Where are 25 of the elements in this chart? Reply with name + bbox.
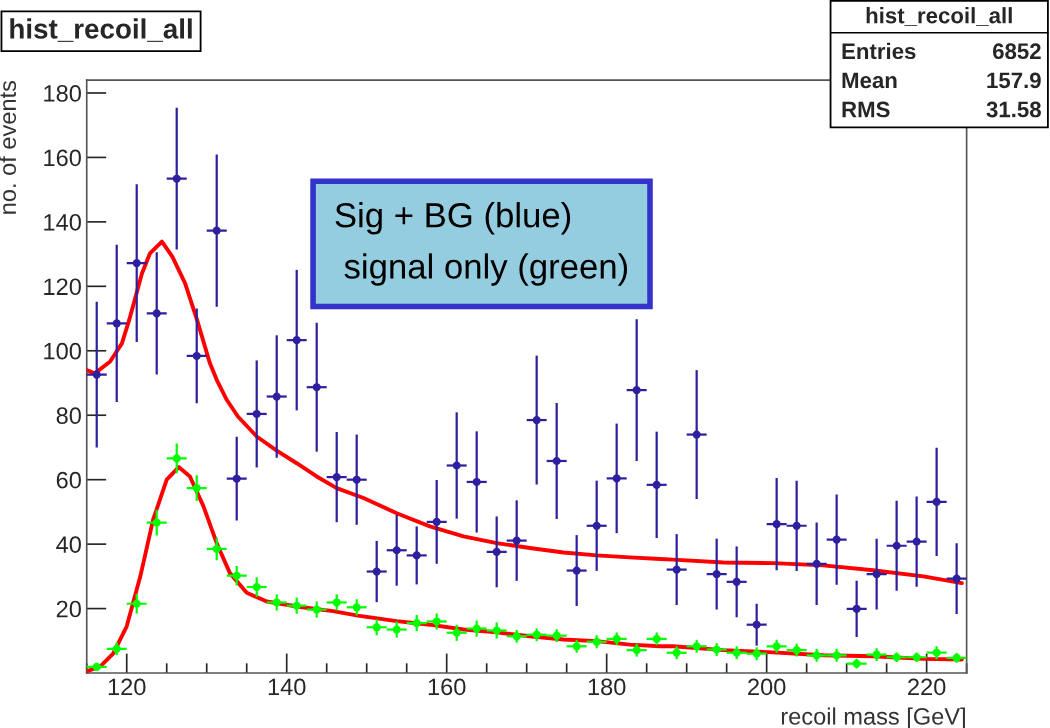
y-tick-label: 100 — [44, 342, 81, 360]
x-tick-label: 220 — [908, 678, 946, 696]
y-tick-label: 80 — [56, 407, 81, 425]
text: 157.9 — [987, 72, 1041, 89]
y-tick-label: 120 — [44, 278, 81, 296]
annotation: RMS — [842, 101, 890, 118]
chart-title: hist_recoil_all — [10, 18, 192, 42]
annotation: signal only (green) — [344, 253, 628, 286]
y-tick-label: 160 — [44, 149, 81, 167]
text: Entries — [842, 42, 916, 60]
y-tick-label: 180 — [44, 85, 81, 102]
text: 6852 — [992, 43, 1041, 60]
x-tick-label: 120 — [108, 678, 146, 696]
x-tick-label: 200 — [748, 678, 786, 696]
y-tick-label: 20 — [56, 600, 81, 618]
text: 31.58 — [986, 101, 1041, 118]
x-tick-label: 160 — [428, 678, 466, 696]
y-tick-label: 140 — [44, 213, 81, 231]
y-tick-label: 40 — [56, 536, 81, 553]
text: hist_recoil_all — [866, 7, 1012, 26]
x-tick-label: 180 — [588, 678, 626, 696]
annotation: Mean — [842, 72, 897, 89]
annotation: Sig + BG (blue) — [335, 202, 571, 235]
x-tick-label: 140 — [268, 678, 306, 696]
y-tick-label: 60 — [56, 471, 81, 489]
